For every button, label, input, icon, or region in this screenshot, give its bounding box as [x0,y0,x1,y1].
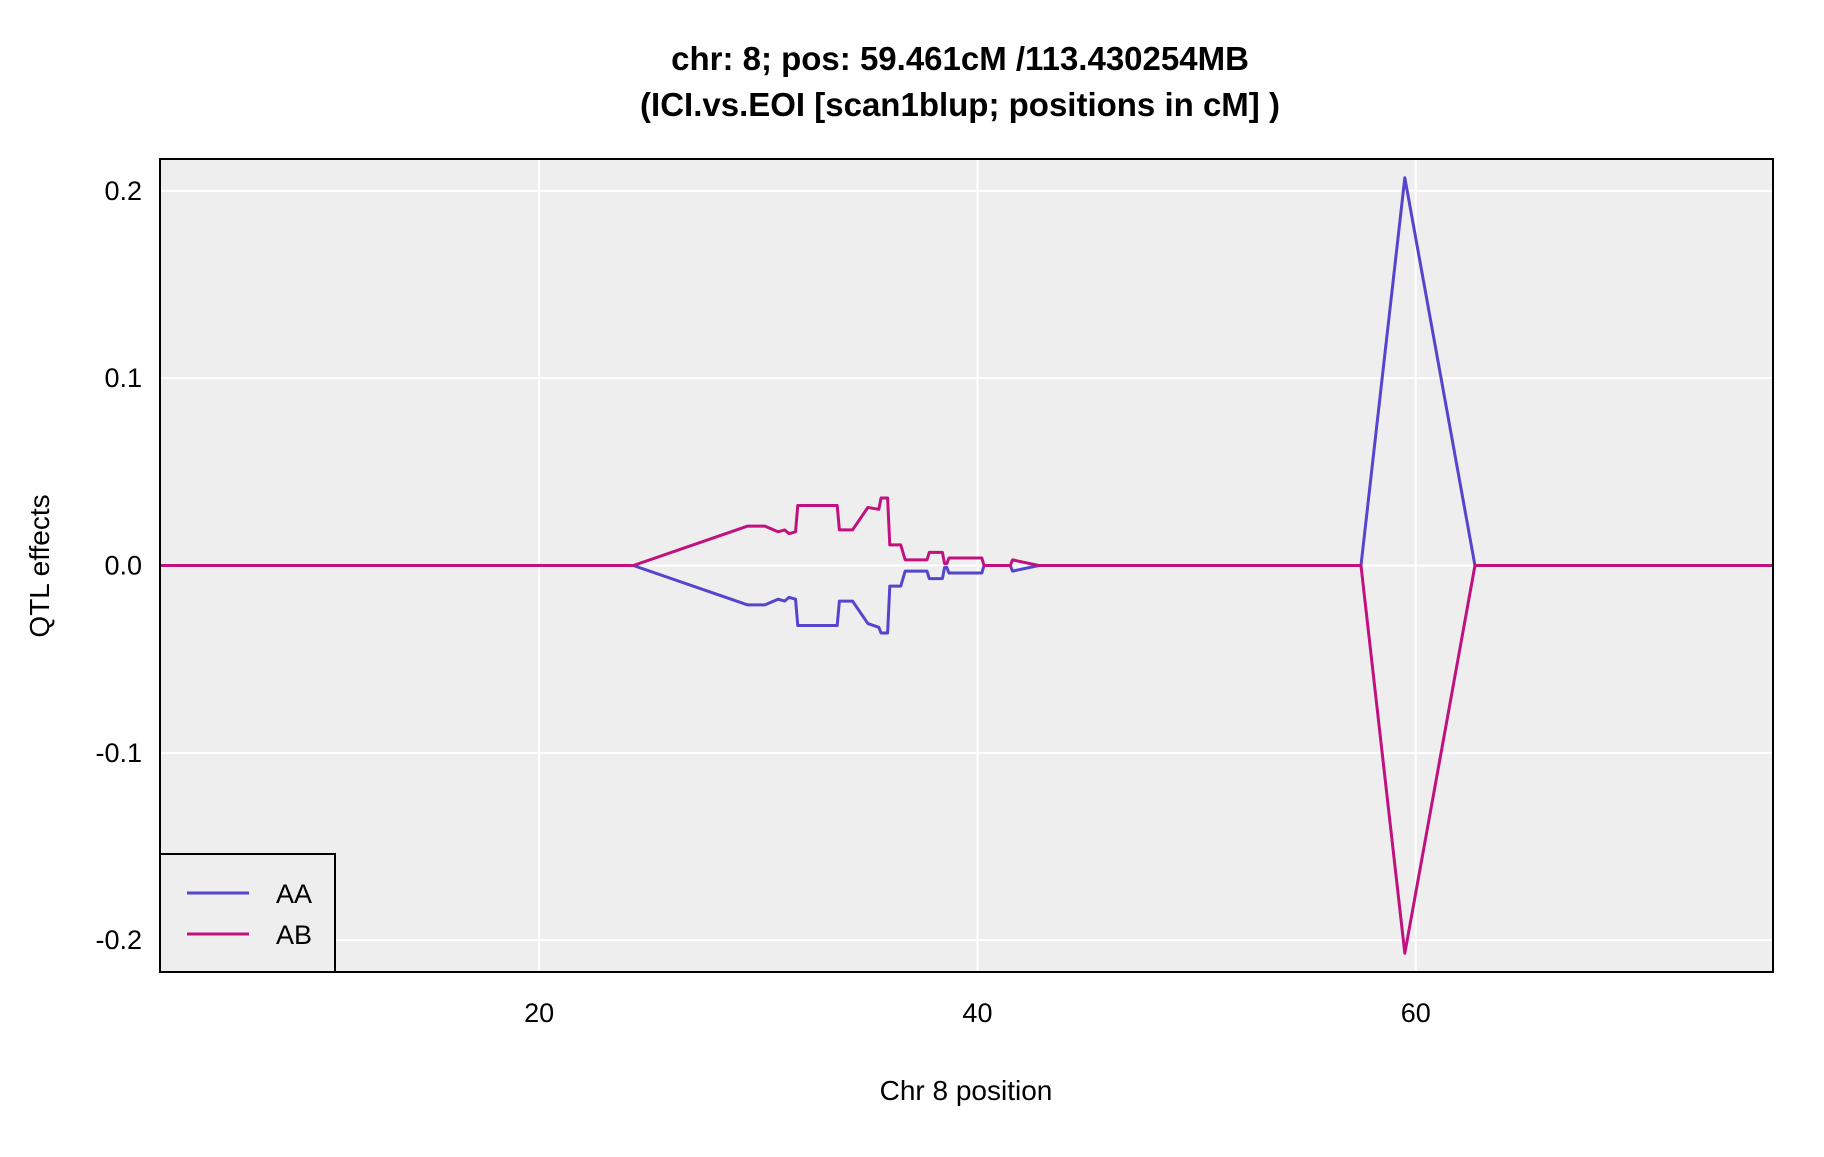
x-tick-label: 20 [524,998,554,1028]
x-tick-label: 60 [1401,998,1431,1028]
chart-subtitle: (ICI.vs.EOI [scan1blup; positions in cM]… [640,86,1280,123]
x-axis-label: Chr 8 position [880,1075,1053,1106]
legend-box [159,853,336,973]
x-tick-label: 40 [962,998,992,1028]
y-tick-label: 0.2 [104,176,142,206]
y-tick-label: -0.1 [95,738,142,768]
legend-label-aa: AA [276,879,312,909]
y-tick-label: -0.2 [95,925,142,955]
chart-title: chr: 8; pos: 59.461cM /113.430254MB [671,40,1249,77]
y-tick-label: 0.1 [104,363,142,393]
series-layer [160,176,1773,955]
plot-frame [159,158,1774,973]
series-line-aa [160,176,1773,635]
legend-label-ab: AB [276,920,312,950]
tick-layer: 20 40 60 -0.2 -0.1 0.0 0.1 0.2 [95,176,1430,1028]
y-tick-label: 0.0 [104,551,142,581]
legend: AA AB [159,853,336,973]
y-axis-label: QTL effects [24,494,55,637]
series-line-ab [160,496,1773,955]
